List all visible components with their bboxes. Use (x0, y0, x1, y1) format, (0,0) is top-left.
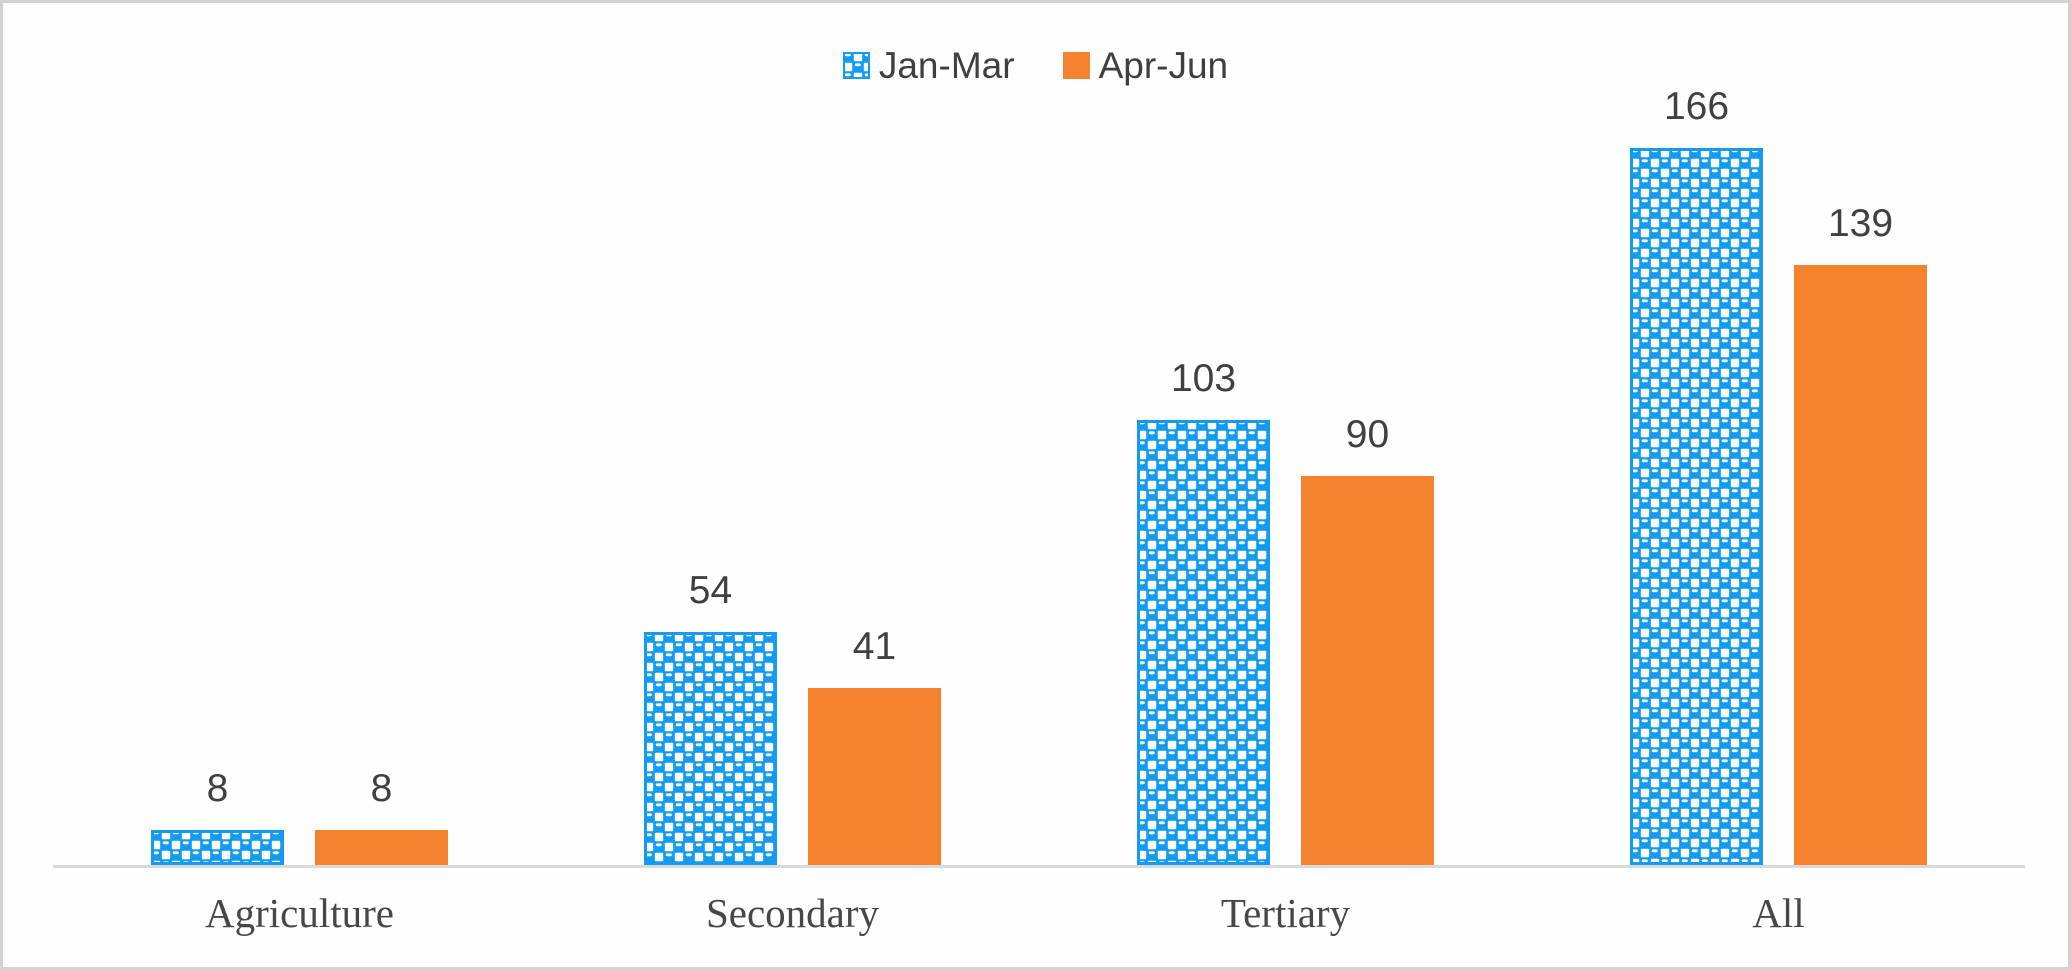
legend-marker-checker-icon (842, 51, 870, 79)
bar-apr-jun-secondary (808, 688, 941, 865)
bar-apr-jun-all (1794, 265, 1927, 865)
bar-apr-jun-tertiary (1301, 476, 1434, 865)
data-label-apr-jun-agriculture: 8 (370, 767, 393, 810)
data-label-jan-mar-agriculture: 8 (206, 767, 229, 810)
data-label-apr-jun-secondary: 41 (852, 625, 897, 668)
bar-jan-mar-tertiary (1137, 420, 1270, 865)
category-label-all: All (1752, 890, 1805, 936)
category-label-secondary: Secondary (705, 890, 880, 936)
data-label-apr-jun-all: 139 (1827, 202, 1894, 245)
bar-jan-mar-all (1630, 148, 1763, 865)
category-axis: Agriculture Secondary Tertiary All (53, 889, 2025, 949)
plot-area: 8 8 54 41 103 90 166 139 (53, 87, 2025, 865)
category-label-tertiary: Tertiary (1220, 890, 1351, 936)
bar-apr-jun-agriculture (315, 830, 448, 865)
legend-item-apr-jun: Apr-Jun (1062, 44, 1229, 86)
data-label-jan-mar-tertiary: 103 (1170, 357, 1237, 400)
legend-label-apr-jun: Apr-Jun (1098, 44, 1229, 86)
bar-jan-mar-agriculture (151, 830, 284, 865)
bar-jan-mar-secondary (644, 632, 777, 865)
legend-marker-solid-icon (1062, 51, 1090, 79)
data-label-jan-mar-secondary: 54 (688, 569, 733, 612)
x-axis-line (53, 865, 2025, 868)
data-label-apr-jun-tertiary: 90 (1345, 413, 1390, 456)
data-label-jan-mar-all: 166 (1663, 85, 1730, 128)
legend: Jan-Mar Apr-Jun (3, 39, 2068, 91)
legend-item-jan-mar: Jan-Mar (842, 44, 1015, 86)
legend-label-jan-mar: Jan-Mar (878, 44, 1015, 86)
category-label-agriculture: Agriculture (205, 890, 394, 936)
